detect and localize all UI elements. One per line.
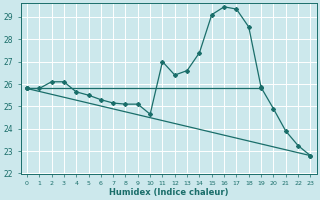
X-axis label: Humidex (Indice chaleur): Humidex (Indice chaleur) [109,188,228,197]
